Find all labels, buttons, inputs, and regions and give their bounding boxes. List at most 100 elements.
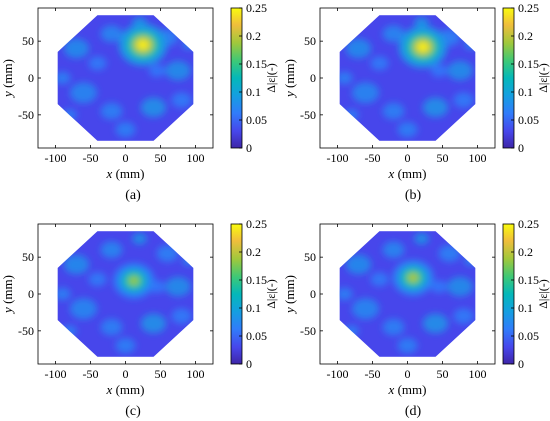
field-blob	[430, 280, 448, 293]
x-tick-label: -100	[327, 151, 349, 165]
hotspot-ring	[138, 41, 148, 49]
hotspot-ring	[418, 43, 427, 51]
field-texture	[57, 17, 194, 138]
y-axis-label-unit: (mm)	[282, 59, 297, 91]
x-tick-label: 0	[405, 151, 411, 165]
field-blob	[447, 276, 473, 297]
y-axis-label-var: y	[0, 307, 15, 315]
x-tick-label: 50	[437, 367, 449, 381]
field-blob	[345, 38, 372, 59]
field-blob	[100, 25, 123, 43]
x-tick-label: 0	[405, 367, 411, 381]
field-blob	[140, 313, 167, 334]
field-blob	[344, 109, 359, 121]
x-axis-label-var: x	[388, 166, 395, 181]
field-blob	[422, 313, 449, 334]
field-blob	[397, 337, 418, 354]
field-blob	[382, 318, 405, 336]
field-blob	[382, 102, 405, 120]
field-blob	[88, 56, 107, 71]
x-axis-label-unit: (mm)	[394, 166, 426, 181]
field-blob	[100, 318, 123, 336]
y-axis-label-var: y	[0, 91, 15, 99]
field-blob	[397, 121, 418, 138]
field-blob	[69, 298, 98, 320]
y-tick-label: -50	[18, 324, 34, 338]
colorbar	[230, 7, 243, 149]
colorbar-tick-label: 0.15	[246, 57, 267, 71]
field-blob	[165, 60, 191, 81]
colorbar-tick-label: 0	[246, 141, 252, 155]
colorbar-tick-label: 0.05	[246, 113, 267, 127]
colorbar-tick-label: 0.05	[518, 329, 539, 343]
field-blob	[100, 241, 123, 259]
y-tick-label: 50	[304, 34, 316, 48]
x-axis-label-unit: (mm)	[112, 382, 144, 397]
y-axis-label: y (mm)	[282, 275, 297, 315]
colorbar-tick-label: 0.15	[518, 57, 539, 71]
y-tick-label: 0	[28, 287, 34, 301]
y-tick-label: 0	[310, 287, 316, 301]
colorbar	[230, 223, 243, 365]
field-blob	[57, 71, 71, 85]
colorbar-tick-label: 0.15	[518, 273, 539, 287]
field-blob	[430, 64, 448, 77]
colorbar	[502, 7, 515, 149]
colorbar-tick-label: 0.05	[246, 329, 267, 343]
field-blob	[422, 97, 449, 118]
hotspot-ring	[130, 277, 138, 284]
x-tick-label: 0	[123, 151, 129, 165]
colorbar-tick-label: 0.2	[246, 245, 261, 259]
y-axis-label: y (mm)	[0, 275, 15, 315]
colorbar-tick-label: 0.2	[518, 245, 533, 259]
colorbar	[502, 223, 515, 365]
colorbar-tick-label: 0	[246, 357, 252, 371]
field-texture	[339, 17, 476, 138]
x-axis-label-unit: (mm)	[112, 166, 144, 181]
x-axis-label-var: x	[106, 382, 113, 397]
field-blob	[414, 233, 429, 245]
field-blob	[351, 82, 380, 104]
x-tick-label: -50	[365, 367, 381, 381]
x-tick-label: 0	[123, 367, 129, 381]
field-blob	[370, 272, 389, 287]
x-tick-label: 100	[187, 367, 205, 381]
heatmap-field	[57, 15, 194, 141]
x-tick-label: 100	[469, 151, 487, 165]
heatmap-field	[57, 231, 194, 357]
colorbar-tick-label: 0.25	[246, 1, 267, 15]
y-tick-label: -50	[300, 324, 316, 338]
field-blob	[438, 245, 461, 262]
field-blob	[115, 121, 136, 138]
x-axis-label-unit: (mm)	[394, 382, 426, 397]
field-blob	[171, 92, 192, 108]
x-tick-label: -50	[365, 151, 381, 165]
colorbar-tick-label: 0	[518, 141, 524, 155]
y-axis-label-var: y	[282, 307, 297, 315]
field-blob	[57, 287, 71, 301]
x-axis-label: x (mm)	[106, 166, 145, 181]
field-blob	[370, 56, 389, 71]
hotspot-ring	[409, 274, 417, 281]
field-blob	[351, 298, 380, 320]
field-blob	[464, 39, 476, 50]
y-tick-label: 50	[22, 34, 34, 48]
colorbar-tick-label: 0.1	[246, 301, 261, 315]
field-blob	[339, 71, 353, 85]
field-blob	[464, 255, 476, 266]
field-blob	[62, 109, 77, 121]
y-tick-label: 0	[28, 71, 34, 85]
colorbar-label: Δ|ε|(-)	[264, 63, 278, 93]
x-axis-label: x (mm)	[388, 382, 427, 397]
field-blob	[447, 60, 473, 81]
x-tick-label: 100	[469, 367, 487, 381]
x-axis-label: x (mm)	[388, 166, 427, 181]
y-tick-label: -50	[18, 108, 34, 122]
x-tick-label: 50	[155, 367, 167, 381]
field-blob	[345, 254, 372, 275]
field-blob	[69, 82, 98, 104]
y-axis-label-var: y	[282, 91, 297, 99]
